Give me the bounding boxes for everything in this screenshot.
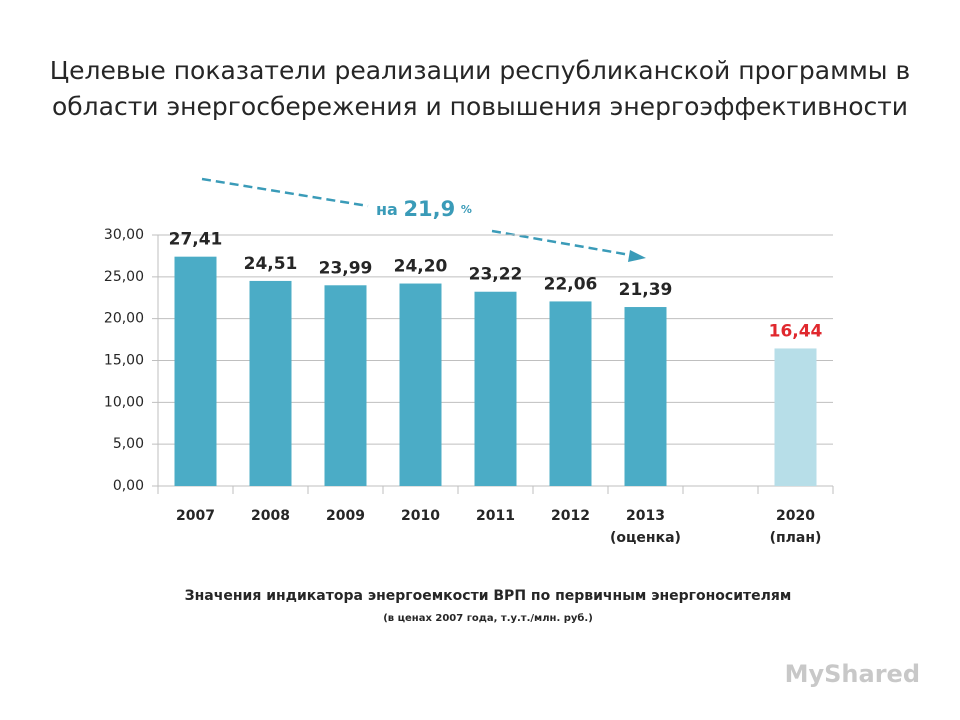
trend-arrow <box>201 177 369 208</box>
value-label: 27,41 <box>169 230 223 250</box>
bar <box>174 256 217 486</box>
y-tick-label: 5,00 <box>113 436 144 452</box>
caption: Значения индикатора энергоемкости ВРП по… <box>185 588 792 604</box>
value-label: 24,20 <box>394 257 448 277</box>
value-label: 22,06 <box>544 274 598 294</box>
bar <box>549 301 592 486</box>
bar <box>474 291 517 486</box>
title-line: Целевые показатели реализации республика… <box>50 56 910 85</box>
y-tick-label: 30,00 <box>104 227 144 243</box>
y-tick-label: 15,00 <box>104 353 144 369</box>
x-tick-label: 2013 <box>626 508 665 524</box>
value-label: 23,99 <box>319 258 373 278</box>
x-tick-note: (оценка) <box>610 530 681 546</box>
subcaption: (в ценах 2007 года, т.у.т./млн. руб.) <box>383 612 593 624</box>
y-tick-label: 0,00 <box>113 478 144 494</box>
bar <box>399 283 442 486</box>
annotation-unit: % <box>461 203 472 216</box>
x-tick-label: 2010 <box>401 508 440 524</box>
arrow-head <box>628 250 646 262</box>
x-tick-label: 2008 <box>251 508 290 524</box>
bar <box>774 348 817 486</box>
y-tick-label: 25,00 <box>104 269 144 285</box>
annotation-text: на <box>376 200 398 219</box>
trend-arrow <box>491 229 637 258</box>
y-tick-label: 10,00 <box>104 394 144 410</box>
x-tick-label: 2012 <box>551 508 590 524</box>
x-tick-label: 2009 <box>326 508 365 524</box>
bar <box>324 285 367 486</box>
x-tick-note: (план) <box>770 530 822 546</box>
value-label: 16,44 <box>769 321 823 341</box>
watermark: MyShared <box>785 660 920 688</box>
bar <box>624 307 667 486</box>
x-tick-label: 2020 <box>776 508 815 524</box>
title-line: области энергосбережения и повышения эне… <box>52 92 908 121</box>
y-tick-label: 20,00 <box>104 311 144 327</box>
value-label: 24,51 <box>244 254 298 274</box>
value-label: 21,39 <box>619 280 673 300</box>
x-tick-label: 2007 <box>176 508 215 524</box>
annotation: на 21,9 % <box>376 197 472 221</box>
annotation-value: 21,9 <box>403 197 455 221</box>
x-tick-label: 2011 <box>476 508 515 524</box>
bar <box>249 280 292 486</box>
value-label: 23,22 <box>469 265 523 285</box>
